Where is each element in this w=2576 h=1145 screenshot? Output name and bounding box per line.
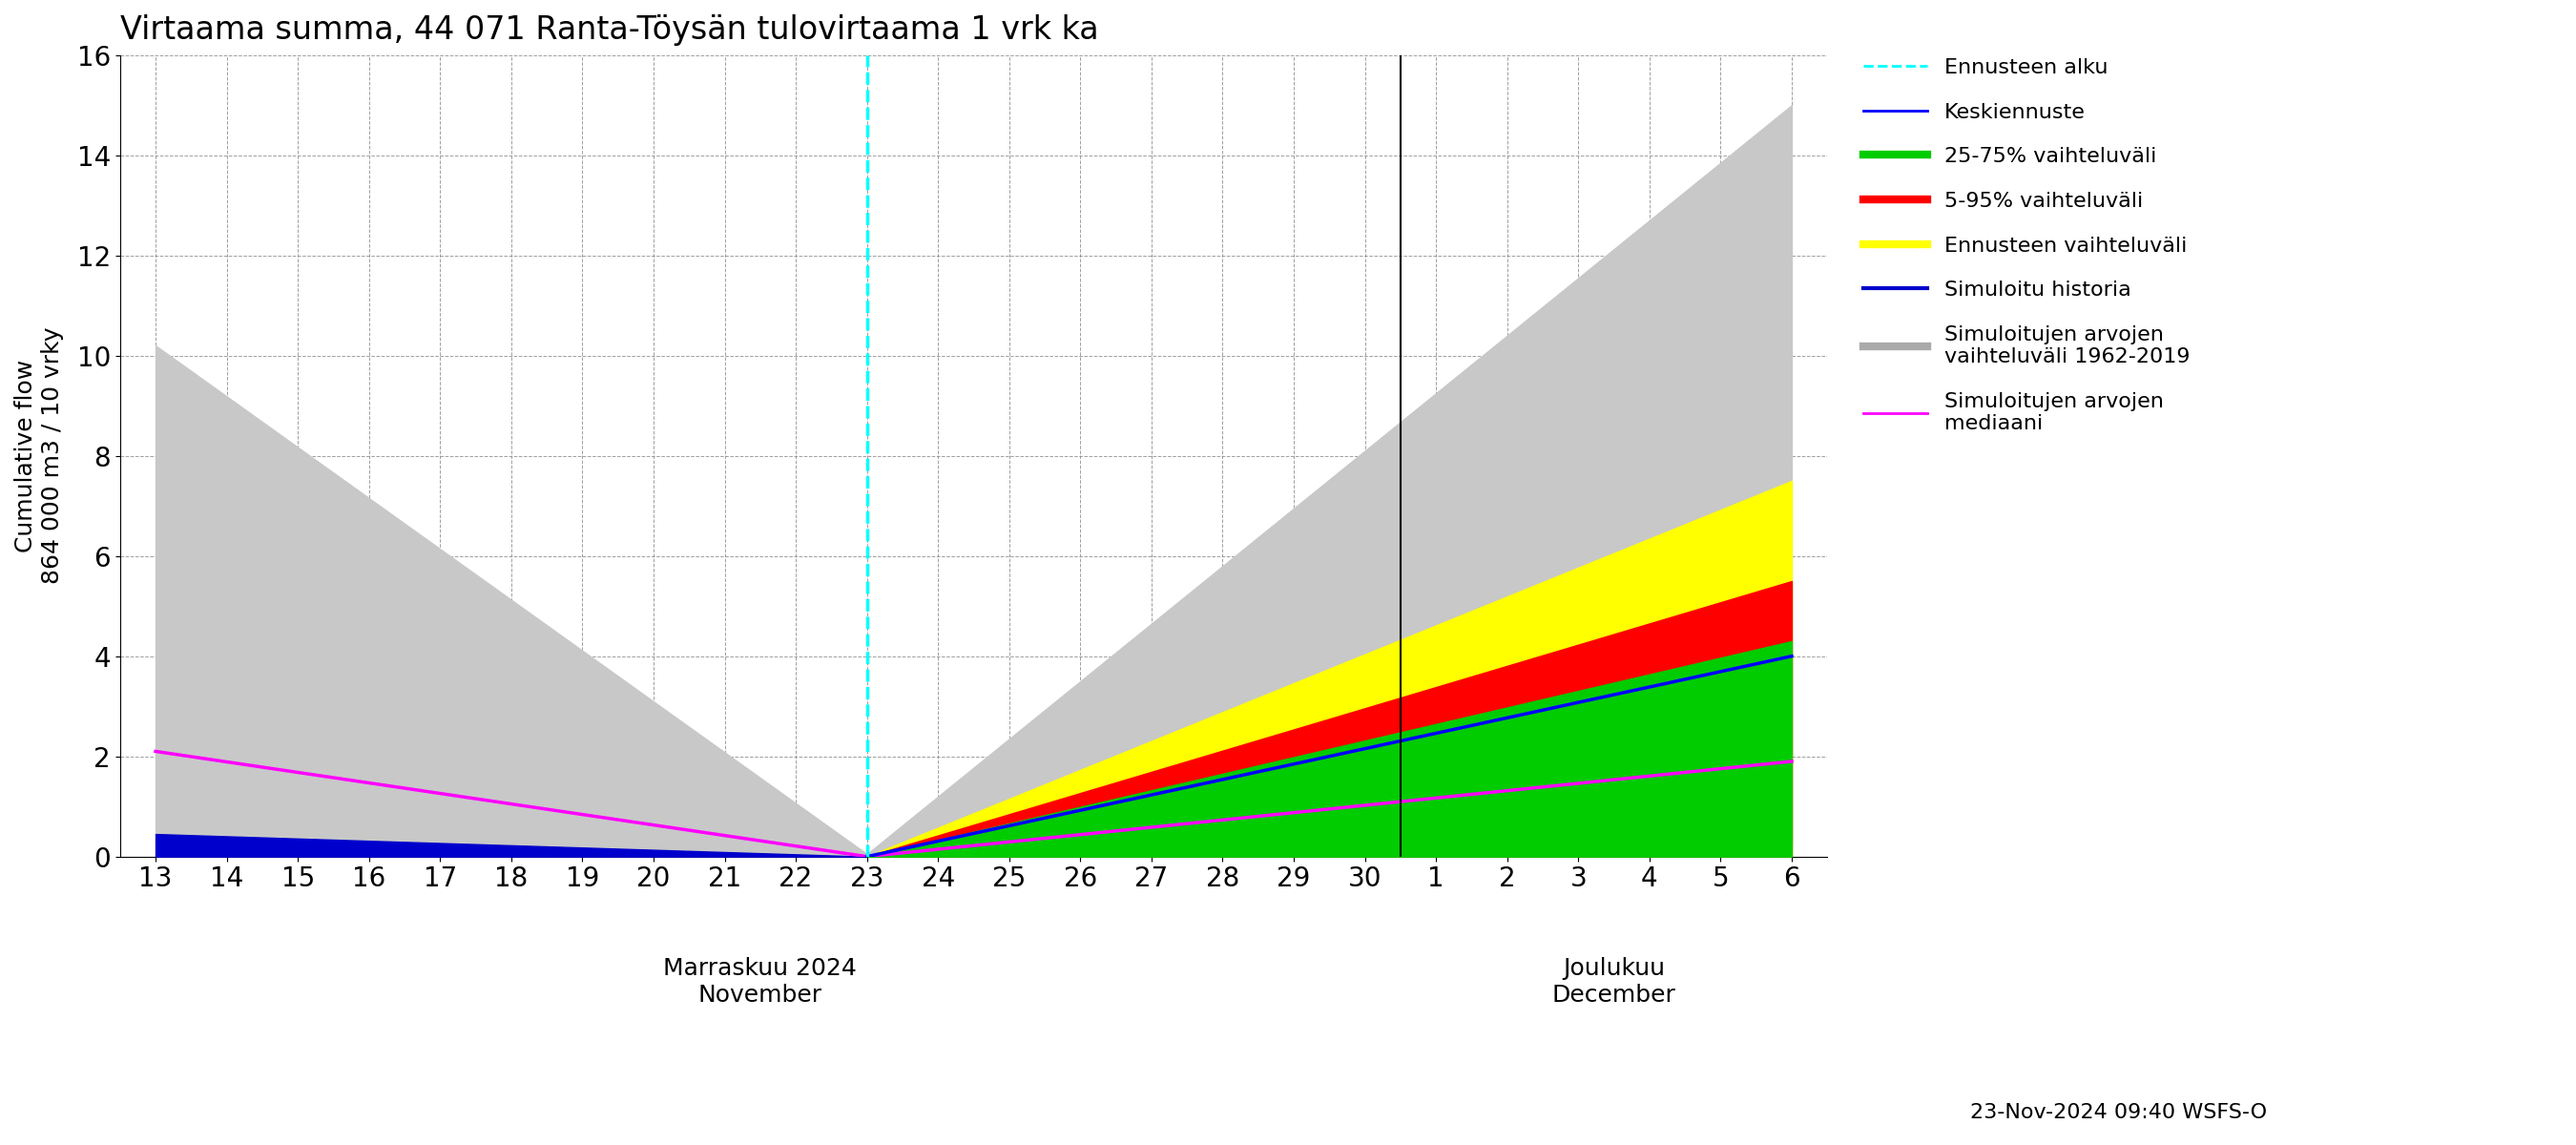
Text: Joulukuu
December: Joulukuu December bbox=[1551, 957, 1677, 1006]
Text: Marraskuu 2024
November: Marraskuu 2024 November bbox=[665, 957, 858, 1006]
Y-axis label: Cumulative flow
864 000 m3 / 10 vrky: Cumulative flow 864 000 m3 / 10 vrky bbox=[15, 327, 64, 584]
Text: 23-Nov-2024 09:40 WSFS-O: 23-Nov-2024 09:40 WSFS-O bbox=[1971, 1103, 2267, 1122]
Text: Virtaama summa, 44 071 Ranta-Töysän tulovirtaama 1 vrk ka: Virtaama summa, 44 071 Ranta-Töysän tulo… bbox=[121, 14, 1097, 46]
Legend: Ennusteen alku, Keskiennuste, 25-75% vaihteluväli, 5-95% vaihteluväli, Ennusteen: Ennusteen alku, Keskiennuste, 25-75% vai… bbox=[1855, 49, 2197, 442]
